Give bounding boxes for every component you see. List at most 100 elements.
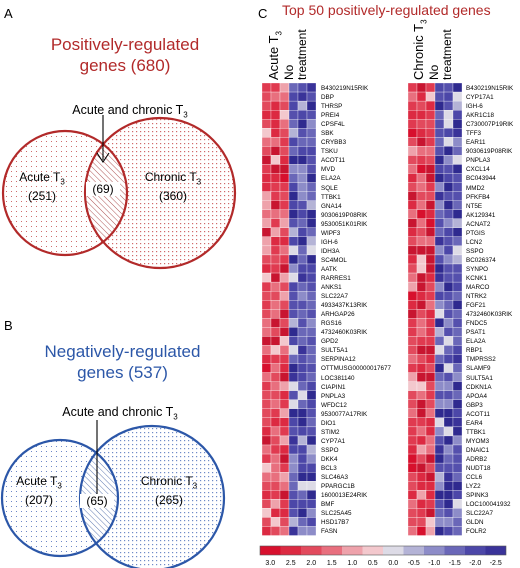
heatmap-cell bbox=[288, 390, 299, 400]
heatmap-cell bbox=[270, 83, 281, 93]
gene-label: TTBK1 bbox=[466, 428, 486, 436]
heatmap-cell bbox=[288, 435, 299, 446]
heatmap-cell bbox=[425, 128, 436, 138]
heatmap-cell bbox=[408, 137, 418, 147]
gene-label: OTTMUSG00000017677 bbox=[321, 365, 392, 373]
heatmap-cell bbox=[443, 363, 454, 373]
heatmap-cell bbox=[416, 481, 427, 491]
gene-label: MVD bbox=[321, 166, 335, 174]
heatmap-cell bbox=[434, 272, 445, 283]
heatmap-cell bbox=[306, 83, 316, 93]
heatmap-cell bbox=[452, 254, 462, 265]
heatmap-cell bbox=[306, 91, 316, 102]
heatmap-cell bbox=[408, 272, 418, 283]
heatmap-cell bbox=[434, 336, 445, 346]
heatmap-cell bbox=[288, 372, 299, 382]
heatmap-cell bbox=[425, 109, 436, 120]
heatmap-cell bbox=[443, 345, 454, 355]
heatmap-cell bbox=[262, 399, 272, 409]
heatmap-cell bbox=[425, 245, 436, 256]
heatmap-cell bbox=[262, 444, 272, 455]
panel-c-letter: C bbox=[258, 6, 268, 21]
heatmap-cell bbox=[452, 137, 462, 147]
heatmap-cell bbox=[425, 272, 436, 283]
heatmap-cell bbox=[297, 499, 308, 509]
heatmap-cell bbox=[270, 372, 281, 382]
heatmap-cell bbox=[279, 435, 290, 446]
heatmap-cell bbox=[452, 490, 462, 500]
heatmap-cell bbox=[443, 399, 454, 409]
gene-label: C730007P19RIK bbox=[466, 121, 514, 129]
panel-b-left-label: Acute T3 (207) bbox=[4, 474, 74, 508]
heatmap-cell bbox=[443, 372, 454, 382]
heatmap-cell bbox=[270, 426, 281, 437]
heatmap-cell bbox=[425, 327, 436, 337]
heatmap-cell bbox=[416, 109, 427, 120]
heatmap-cell bbox=[434, 254, 445, 265]
gene-label: NUDT18 bbox=[466, 464, 491, 472]
heatmap-cell bbox=[270, 508, 281, 518]
heatmap-cell bbox=[279, 109, 290, 120]
panel-b-title: Negatively-regulated genes (537) bbox=[0, 341, 245, 383]
heatmap-cell bbox=[279, 146, 290, 156]
heatmap-cell bbox=[443, 218, 454, 228]
panel-a-left-count: (251) bbox=[27, 189, 56, 204]
gene-label: B430219N15RIK bbox=[321, 85, 369, 92]
heatmap-cell bbox=[262, 209, 272, 219]
gene-label: SBK bbox=[321, 130, 334, 138]
heatmap-cell bbox=[434, 426, 445, 437]
gene-label: HSD17B7 bbox=[321, 519, 350, 527]
heatmap-cell bbox=[425, 390, 436, 400]
heatmap-cell bbox=[270, 318, 281, 328]
heatmap-cell bbox=[416, 471, 427, 482]
heatmap-cell bbox=[288, 272, 299, 283]
gene-label: 4732460K03RIK bbox=[466, 311, 513, 319]
heatmap-cell bbox=[306, 381, 316, 391]
heatmap-cell bbox=[408, 318, 418, 328]
heatmap-cell bbox=[452, 119, 462, 129]
heatmap-cell bbox=[288, 453, 299, 464]
heatmap-cell bbox=[425, 155, 436, 165]
heatmap-cell bbox=[306, 327, 316, 337]
heatmap-cell bbox=[279, 517, 290, 527]
heatmap-cell bbox=[443, 164, 454, 174]
heatmap-cell bbox=[306, 399, 316, 409]
heatmap-cell bbox=[262, 336, 272, 346]
gene-label: DKK4 bbox=[321, 455, 338, 463]
gene-label: GLDN bbox=[466, 519, 484, 527]
heatmap-cell bbox=[434, 119, 445, 129]
heatmap-cell bbox=[288, 236, 299, 247]
heatmap-cell bbox=[306, 191, 316, 201]
heatmap-cell bbox=[306, 209, 316, 219]
heatmap-cell bbox=[262, 408, 272, 418]
heatmap-cell bbox=[262, 481, 272, 491]
color-scale-bar: 3.0 2.5 2.0 1.5 1.0 0.5 0.0 -0.5 -1.0 -1.5 -2.0 -2.… bbox=[259, 545, 507, 567]
heatmap-cell bbox=[408, 300, 418, 310]
heatmap-cell bbox=[288, 318, 299, 328]
heatmap-cell bbox=[425, 300, 436, 310]
heatmap-cell bbox=[306, 236, 316, 247]
gene-label: ACOT11 bbox=[321, 157, 346, 165]
heatmap-cell bbox=[443, 508, 454, 518]
heatmap-cell bbox=[306, 499, 316, 509]
heatmap-cell bbox=[408, 245, 418, 256]
gene-label: 9030619P08RIK bbox=[466, 148, 513, 156]
heatmap-cell bbox=[288, 182, 299, 192]
heatmap-cell bbox=[434, 453, 445, 464]
scale-tick-label: 0.0 bbox=[388, 560, 398, 567]
heatmap-cell bbox=[434, 499, 445, 509]
heatmap-cell bbox=[408, 191, 418, 201]
heatmap-cell bbox=[408, 119, 418, 129]
heatmap-cell bbox=[452, 164, 462, 174]
heatmap-cell bbox=[408, 327, 418, 337]
heatmap-cell bbox=[416, 354, 427, 364]
heatmap-cell bbox=[306, 164, 316, 174]
heatmap-cell bbox=[425, 363, 436, 373]
heatmap-cell bbox=[443, 309, 454, 319]
scale-tick-label: -2.5 bbox=[490, 560, 502, 567]
gene-label: STIM2 bbox=[321, 428, 340, 436]
heatmap-cell bbox=[270, 109, 281, 120]
gene-label: 4732460K03RIK bbox=[321, 329, 368, 337]
heatmap-cell bbox=[297, 263, 308, 274]
heatmap-cell bbox=[306, 100, 316, 111]
